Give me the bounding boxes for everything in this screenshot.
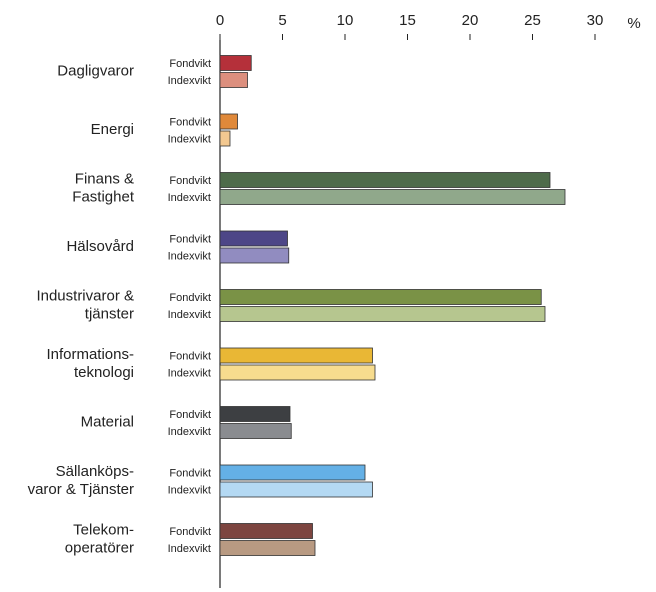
bar-indexvikt [219,540,316,556]
category-label: Telekom- [73,522,134,539]
category-label: Informations- [46,346,134,363]
bars [219,55,566,556]
category-label: Sällanköps- [56,463,134,480]
x-tick-label: 25 [524,12,541,29]
bar-fondvikt [219,230,288,247]
bar-indexvikt [219,423,292,439]
x-tick-label: 15 [399,12,416,29]
bar-fondvikt [219,289,542,305]
x-tick-label: 10 [337,12,354,29]
bar-fondvikt [219,464,366,481]
series-label: Fondvikt [169,468,211,480]
series-label: Indexvikt [168,309,211,321]
series-label: Fondvikt [169,234,211,246]
bar-fondvikt [219,172,551,188]
series-label: Fondvikt [169,117,211,129]
series-label: Fondvikt [169,526,211,538]
bar-indexvikt [219,306,546,322]
unit-label: % [627,15,640,32]
bar-fondvikt [219,406,291,422]
category-label: Fastighet [72,189,135,206]
series-label: Fondvikt [169,409,211,421]
bar-fondvikt [219,523,313,539]
category-label: teknologi [74,364,134,381]
series-label: Fondvikt [169,292,211,304]
series-label: Indexvikt [168,543,211,555]
category-label: varor & Tjänster [28,481,134,498]
category-label: tjänster [85,306,134,323]
x-axis: 0 5 10 15 20 25 30% [216,12,641,588]
series-label: Indexvikt [168,485,211,497]
bar-fondvikt [219,347,373,364]
category-label: Hälsovård [66,238,134,255]
series-label: Fondvikt [169,58,211,70]
series-label: Indexvikt [168,426,211,438]
category-label: Material [81,414,134,431]
category-label: Dagligvaror [57,63,134,80]
x-tick-label: 30 [587,12,604,29]
bar-fondvikt [219,55,252,71]
series-label: Indexvikt [168,368,211,380]
category-label: Energi [91,121,134,138]
bar-indexvikt [219,130,231,147]
category-label: Finans & [75,171,134,188]
series-label: Indexvikt [168,192,211,204]
bar-indexvikt [219,247,290,264]
labels: Fondvikt Indexvikt Dagligvaror Fondvikt Inde… [28,58,211,557]
x-tick-label: 20 [462,12,479,29]
bar-indexvikt [219,72,248,88]
x-tick-label: 5 [278,12,286,29]
series-label: Fondvikt [169,175,211,187]
series-label: Indexvikt [168,75,211,87]
x-tick-label: 0 [216,12,224,29]
series-label: Fondvikt [169,351,211,363]
bar-indexvikt [219,189,566,205]
bar-fondvikt [219,113,238,130]
series-label: Indexvikt [168,251,211,263]
bar-indexvikt [219,364,376,381]
category-label: operatörer [65,540,134,557]
category-label: Industrivaror & [36,288,134,305]
series-label: Indexvikt [168,134,211,146]
bar-indexvikt [219,481,373,498]
